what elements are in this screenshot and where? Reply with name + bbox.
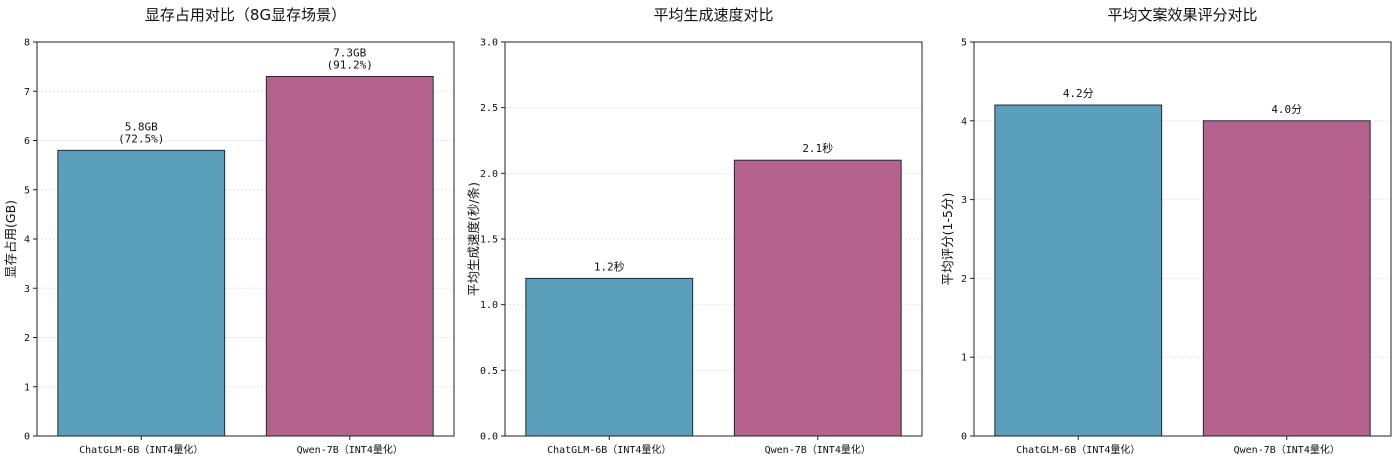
chart-panel-1: 显存占用对比（8G显存场景） 0 1 2 3 4 5 6 7 8 显存占用(GB) 5.8GB(72.… <box>3 6 455 456</box>
y-tick-label: 0.5 <box>480 366 498 377</box>
y-tick-label: 5 <box>24 185 30 196</box>
y-tick-label: 8 <box>24 38 30 49</box>
y-axis-label: 显存占用(GB) <box>3 200 18 278</box>
bar <box>57 149 226 437</box>
x-tick-label: Qwen-7B（INT4量化） <box>297 443 403 456</box>
chart-panel-3: 平均文案效果评分对比 0 1 2 3 4 5 平均评分(1-5分) 4.2分 ChatGLM-6B… <box>940 6 1392 456</box>
y-tick-label: 2.5 <box>480 103 498 114</box>
data-label: 2.1秒 <box>802 141 833 155</box>
y-tick-label: 6 <box>24 136 30 147</box>
chart-title: 平均文案效果评分对比 <box>1107 6 1257 24</box>
y-tick-label: 3 <box>961 195 967 206</box>
y-tick-label: 0 <box>961 432 967 443</box>
y-tick-label: 1 <box>961 353 967 364</box>
bar <box>525 277 694 437</box>
y-tick-label: 0 <box>24 432 30 443</box>
bar <box>265 75 434 437</box>
x-tick-label: ChatGLM-6B（INT4量化） <box>1016 443 1140 456</box>
data-label: 7.3GB <box>333 46 366 59</box>
bar <box>1202 120 1371 437</box>
plot-frame <box>973 41 1392 437</box>
y-tick-label: 1.0 <box>480 300 498 311</box>
x-tick-label: Qwen-7B（INT4量化） <box>1234 443 1340 456</box>
bar <box>733 159 902 437</box>
y-tick-label: 2 <box>24 333 30 344</box>
y-tick-label: 4 <box>24 235 30 246</box>
y-axis-label: 平均评分(1-5分) <box>940 193 955 286</box>
y-axis-label: 平均生成速度(秒/条) <box>466 182 481 296</box>
bar <box>994 104 1163 437</box>
chart-panel-2: 平均生成速度对比 0.0 0.5 1.0 1.5 2.0 2.5 3.0 平均生成速度(秒/条)… <box>466 6 923 456</box>
plot-frame <box>504 41 923 437</box>
data-label: 5.8GB <box>125 120 158 133</box>
y-tick-label: 7 <box>24 87 30 98</box>
y-tick-label: 4 <box>961 116 967 127</box>
data-label: (91.2%) <box>327 58 373 71</box>
chart-title: 显存占用对比（8G显存场景） <box>145 6 346 24</box>
data-label: 4.2分 <box>1063 87 1094 100</box>
x-tick-label: ChatGLM-6B（INT4量化） <box>79 443 203 456</box>
y-tick-label: 2.0 <box>480 169 498 180</box>
y-tick-label: 1.5 <box>480 235 498 246</box>
chart-title: 平均生成速度对比 <box>653 6 773 24</box>
data-label: 1.2秒 <box>594 259 625 273</box>
y-tick-label: 1 <box>24 382 30 393</box>
y-tick-label: 0.0 <box>480 432 498 443</box>
data-label: 4.0分 <box>1271 103 1302 116</box>
y-tick-label: 2 <box>961 274 967 285</box>
data-label: (72.5%) <box>118 132 164 145</box>
plot-frame <box>36 41 455 437</box>
x-tick-label: Qwen-7B（INT4量化） <box>765 443 871 456</box>
y-tick-label: 5 <box>961 38 967 49</box>
y-tick-label: 3 <box>24 284 30 295</box>
y-tick-label: 3.0 <box>480 38 498 49</box>
x-tick-label: ChatGLM-6B（INT4量化） <box>547 443 671 456</box>
